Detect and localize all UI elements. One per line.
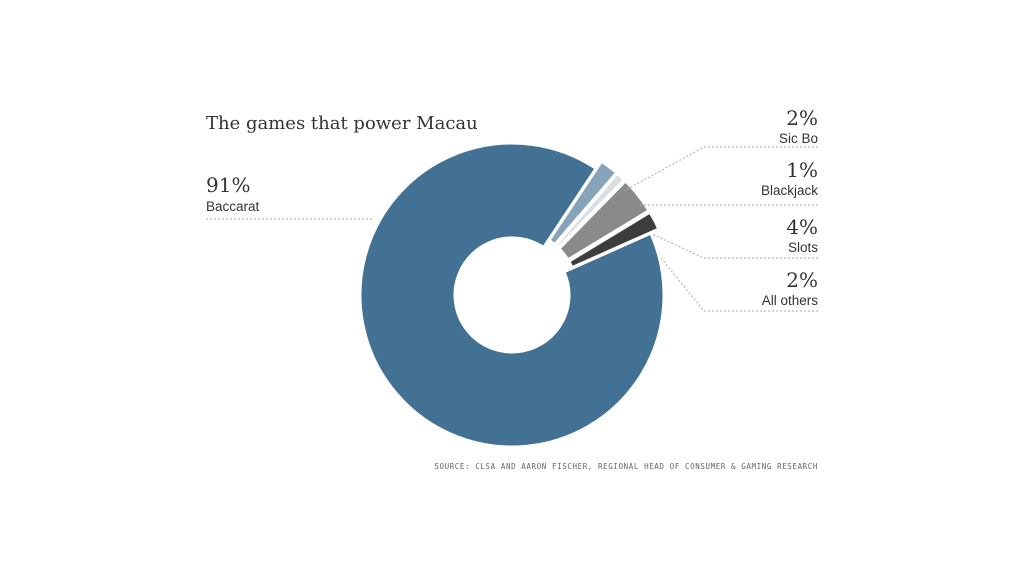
slots-label: Slots — [788, 240, 818, 255]
baccarat-percent: 91% — [206, 173, 250, 197]
slots-percent: 4% — [786, 215, 818, 239]
source-note: SOURCE: CLSA AND AARON FISCHER, REGIONAL… — [434, 462, 818, 471]
sic-bo-leader — [623, 146, 818, 192]
all-others-leader — [659, 256, 818, 312]
sic-bo-label: Sic Bo — [779, 131, 818, 146]
donut-slices — [358, 141, 666, 449]
blackjack-percent: 1% — [786, 158, 818, 182]
blackjack-label: Blackjack — [761, 183, 818, 198]
baccarat-label: Baccarat — [206, 199, 260, 214]
slots-leader — [651, 233, 818, 259]
slice-baccarat — [358, 141, 666, 449]
all-others-percent: 2% — [786, 268, 818, 292]
slice-slots — [556, 178, 652, 262]
slice-all-others — [566, 210, 661, 270]
all-others-label: All others — [762, 293, 819, 308]
leader-lines — [206, 146, 818, 312]
chart-title: The games that power Macau — [206, 113, 478, 134]
sic-bo-percent: 2% — [786, 106, 818, 130]
